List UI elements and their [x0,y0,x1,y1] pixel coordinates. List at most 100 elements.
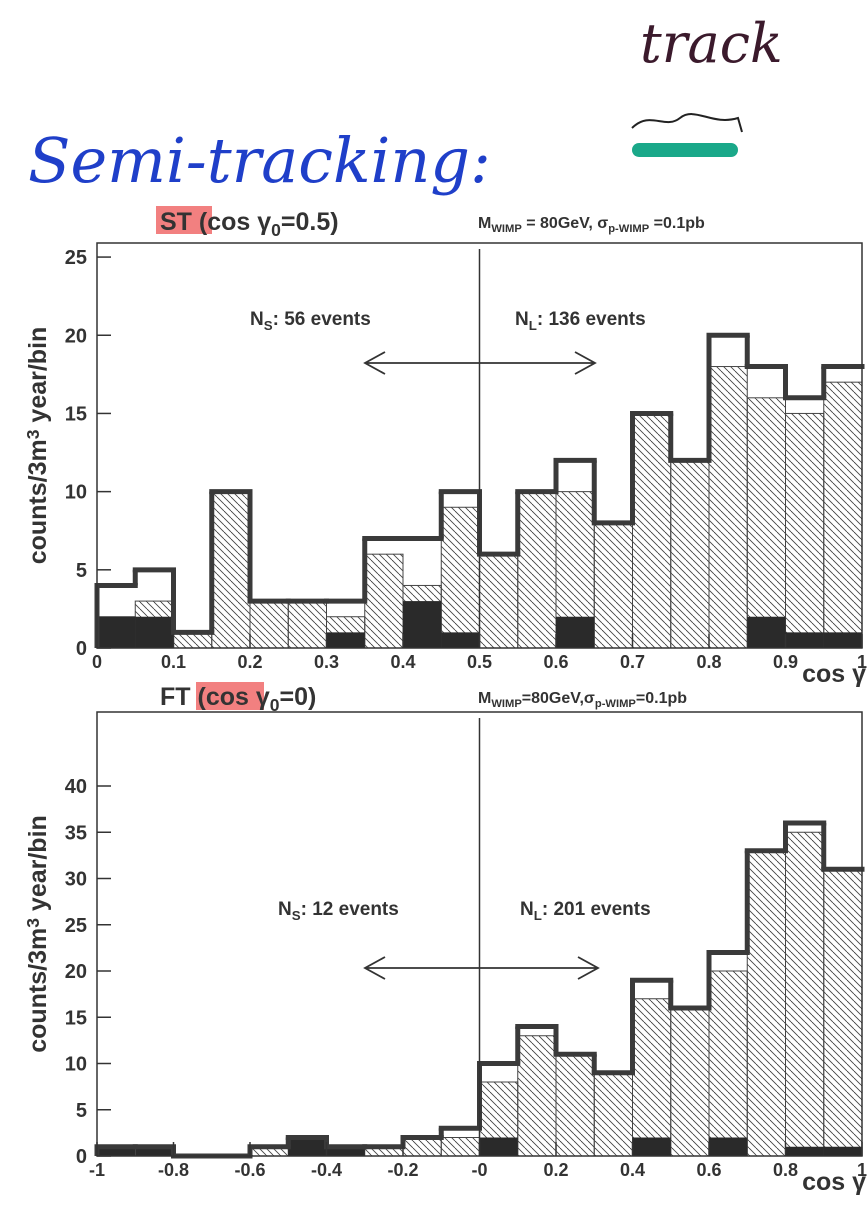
hatched-bar [632,412,672,649]
annotation-part: : 12 events [301,899,399,920]
y-tick-label: 10 [65,482,87,504]
y-tick-label: 20 [65,961,87,983]
background-bar [97,616,136,648]
hatched-bar [440,1137,480,1157]
hatched-bar [746,850,786,1157]
hatched-bar [249,600,289,649]
y-axis-label: counts/3m3 year/bin [23,327,52,565]
background-bar [403,601,442,648]
x-tick-label: -1 [89,1160,105,1180]
hatched-bar [593,522,633,649]
background-bar [709,1137,748,1156]
annotation: NS: 12 events [278,899,399,923]
hatched-bar [287,600,327,649]
x-tick-label: -0 [471,1160,487,1180]
hatched-bar [402,1137,442,1157]
x-tick-label: 0.2 [543,1160,568,1180]
y-tick-label: 20 [65,325,87,347]
chart-title-part: ST (cos γ [160,208,271,236]
y-tick-label: 25 [65,915,87,937]
x-tick-label: 0.8 [696,652,721,672]
annotation-part: N [250,309,264,330]
hatched-bar [823,868,863,1157]
x-tick-label: 0 [92,652,102,672]
y-axis-label-part: 3 [23,918,43,928]
chart-subtitle-part: =80GeV,σ [522,690,595,707]
hatched-bar [708,366,748,649]
annotation-part: N [278,899,292,920]
handwritten-title: Semi-tracking: [28,124,491,197]
highlight [156,206,212,234]
y-tick-label: 15 [65,1007,87,1029]
background-bar [97,1146,136,1156]
x-axis-label: cos γ [802,660,866,688]
hatched-bar [785,412,825,649]
annotation-part: : 56 events [273,309,371,330]
hatched-bar [593,1072,633,1157]
chart-subtitle-part: =0.1pb [636,690,687,707]
hatched-bar [670,459,710,649]
hatched-bar [440,506,480,649]
y-axis-label-part: year/bin [24,327,52,430]
track-sketch [631,113,743,133]
x-tick-label: 0.5 [467,652,492,672]
chart-subtitle: MWIMP = 80GeV, σp-WIMP =0.1pb [478,215,705,235]
x-tick-label: 0.8 [773,1160,798,1180]
hatched-bar [555,1053,595,1157]
annotation-part: S [292,908,301,923]
background-bar [135,1146,174,1156]
chart-title-part: =0) [279,683,316,711]
x-tick-label: -0.6 [234,1160,265,1180]
chart-subtitle-part: p-WIMP [595,698,637,710]
background-bar [326,632,365,648]
annotation: NL: 136 events [515,309,646,333]
y-tick-label: 0 [76,638,87,660]
background-bar [556,616,595,648]
annotation-part: N [520,899,534,920]
hatched-bar [211,491,251,649]
y-tick-label: 40 [65,776,87,798]
chart-subtitle: MWIMP=80GeV,σp-WIMP=0.1pb [478,690,687,710]
x-tick-label: 0.6 [543,652,568,672]
hatched-bar [632,998,672,1157]
hatched-bar [708,970,748,1157]
chart-subtitle-part: WIMP [491,223,522,235]
hatched-bar [670,1007,710,1157]
y-tick-label: 35 [65,822,87,844]
background-bar [823,1146,862,1156]
handwritten-note: track [640,12,783,75]
hatched-bar [364,553,404,649]
chart-subtitle-part: M [478,690,491,707]
chart-subtitle-part: M [478,215,491,232]
hatched-bar [785,831,825,1157]
background-bar [479,1137,518,1156]
y-axis-label: counts/3m3 year/bin [23,815,52,1053]
hatched-bar [479,553,519,649]
hatched-bar [517,491,557,649]
chart-title: FT (cos γ0=0) [160,683,316,715]
background-bar [288,1137,327,1156]
x-tick-label: 0.2 [237,652,262,672]
annotation-part: L [529,318,537,333]
y-tick-label: 0 [76,1146,87,1168]
x-tick-label: 0.9 [773,652,798,672]
arrow [363,351,597,375]
x-tick-label: -0.8 [158,1160,189,1180]
background-bar [747,616,786,648]
x-tick-label: 0.6 [696,1160,721,1180]
background-bar [135,616,174,648]
track-scribble [632,143,738,157]
hatched-bar [517,1035,557,1157]
x-tick-label: 1 [857,652,867,672]
background-bar [785,632,824,648]
y-tick-label: 5 [76,1100,87,1122]
y-tick-label: 10 [65,1054,87,1076]
y-axis-label-part: year/bin [24,815,52,918]
chart-title-part: FT (cos γ [160,683,270,711]
chart-subtitle-part: =0.1pb [649,215,705,232]
x-tick-label: -0.2 [387,1160,418,1180]
x-tick-label: 0.7 [620,652,645,672]
background-bar [441,632,480,648]
annotation-part: : 201 events [542,899,651,920]
y-tick-label: 15 [65,403,87,425]
